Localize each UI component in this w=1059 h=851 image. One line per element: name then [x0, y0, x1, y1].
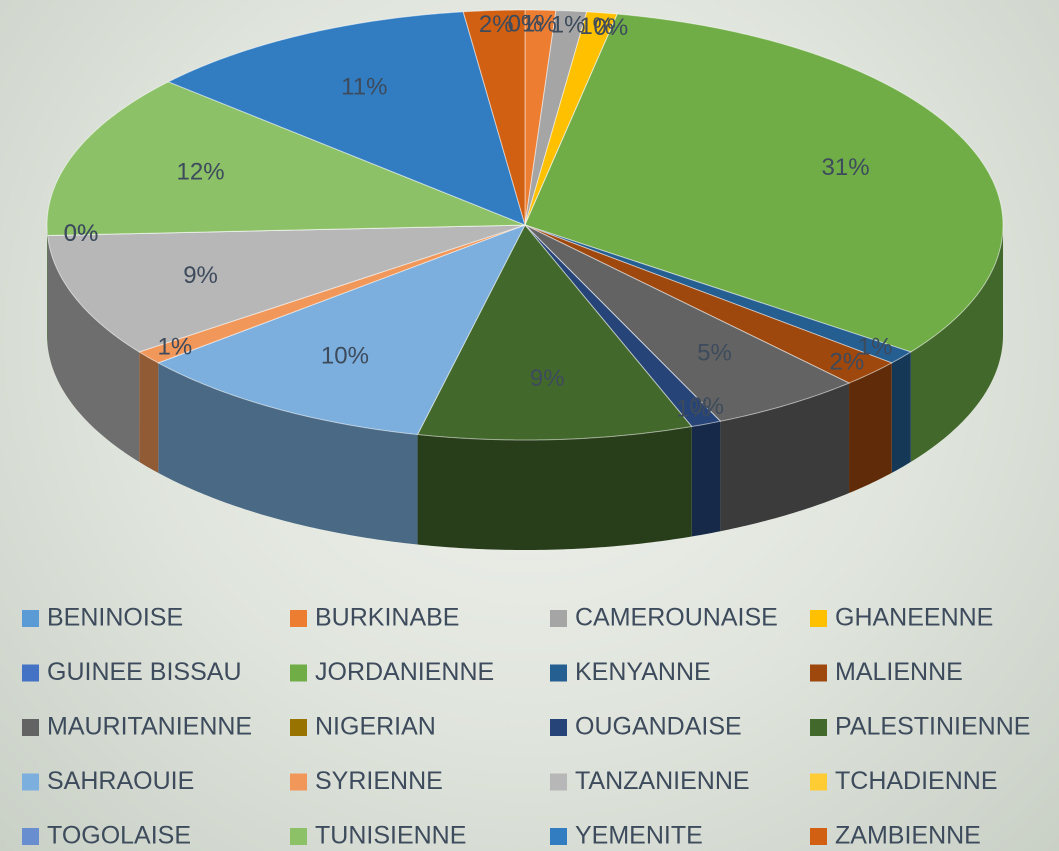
legend-swatch — [550, 719, 567, 736]
legend-swatch — [22, 719, 39, 736]
data-label: 0% — [593, 14, 628, 41]
slice-side — [692, 421, 721, 536]
legend-swatch — [810, 774, 827, 791]
data-label: 0% — [64, 220, 99, 247]
legend-label: BENINOISE — [47, 604, 183, 632]
legend-label: TUNISIENNE — [315, 822, 466, 850]
chart: 0%1%1%1%0%31%1%2%5%0%1%9%10%1%9%0%0%12%1… — [0, 0, 1059, 851]
legend-swatch — [550, 665, 567, 682]
legend-label: GHANEENNE — [835, 604, 993, 632]
data-label: 9% — [183, 262, 218, 289]
legend-label: PALESTINIENNE — [835, 713, 1030, 741]
legend-label: OUGANDAISE — [575, 713, 742, 741]
slice-side — [892, 352, 911, 473]
legend-label: MAURITANIENNE — [47, 713, 252, 741]
slice-side — [139, 352, 158, 473]
slice-side — [849, 363, 892, 493]
legend-label: KENYANNE — [575, 658, 711, 686]
legend-label: BURKINABE — [315, 604, 459, 632]
legend-label: MALIENNE — [835, 658, 963, 686]
legend-swatch — [810, 828, 827, 845]
legend-label: TOGOLAISE — [47, 822, 191, 850]
data-label: 1% — [158, 334, 193, 361]
slice-side — [418, 426, 692, 550]
legend-label: JORDANIENNE — [315, 658, 494, 686]
data-label: 10% — [321, 342, 369, 369]
legend-swatch — [22, 665, 39, 682]
page: 0%1%1%1%0%31%1%2%5%0%1%9%10%1%9%0%0%12%1… — [0, 0, 1059, 851]
data-label: 9% — [530, 365, 565, 392]
legend-swatch — [290, 610, 307, 627]
data-label: 11% — [341, 73, 387, 100]
legend-swatch — [810, 719, 827, 736]
legend-label: YEMENITE — [575, 822, 703, 850]
legend-swatch — [22, 610, 39, 627]
data-label: 12% — [177, 159, 225, 186]
legend-swatch — [550, 828, 567, 845]
legend-swatch — [290, 719, 307, 736]
legend-swatch — [810, 665, 827, 682]
slice-side — [47, 225, 48, 345]
legend-swatch — [550, 610, 567, 627]
data-label: 2% — [479, 11, 514, 38]
legend-label: CAMEROUNAISE — [575, 604, 778, 632]
legend-label: TANZANIENNE — [575, 767, 750, 795]
data-label: 31% — [822, 154, 870, 181]
legend-swatch — [290, 774, 307, 791]
data-label: 2% — [830, 348, 865, 375]
legend-label: SAHRAOUIE — [47, 767, 194, 795]
legend-swatch — [290, 665, 307, 682]
legend-swatch — [290, 828, 307, 845]
legend-label: NIGERIAN — [315, 713, 436, 741]
legend-label: TCHADIENNE — [835, 767, 998, 795]
legend-swatch — [550, 774, 567, 791]
data-label: 1% — [676, 395, 711, 422]
legend-label: SYRIENNE — [315, 767, 443, 795]
legend-label: ZAMBIENNE — [835, 822, 981, 850]
legend-swatch — [22, 774, 39, 791]
legend-swatch — [22, 828, 39, 845]
legend-swatch — [810, 610, 827, 627]
data-label: 5% — [697, 340, 732, 367]
legend-label: GUINEE BISSAU — [47, 658, 242, 686]
